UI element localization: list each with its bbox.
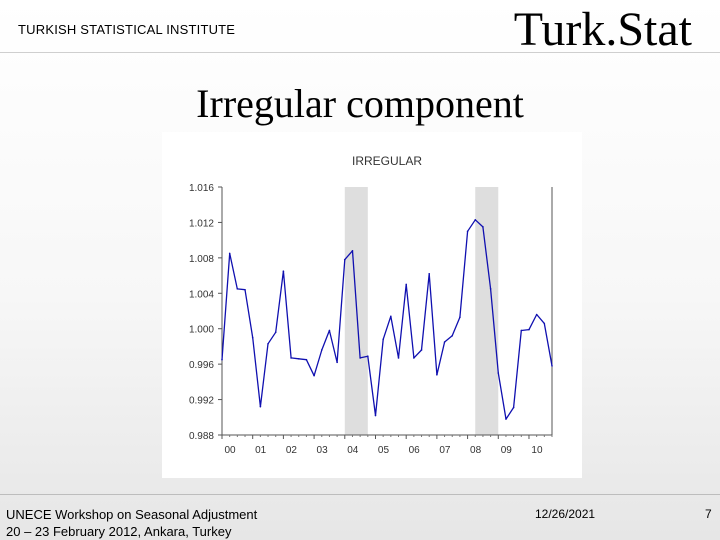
data-point [313,374,315,377]
data-point [328,329,331,332]
data-point [274,331,277,334]
y-tick-label: 1.016 [189,183,214,194]
x-tick-label: 10 [531,445,543,456]
data-point [320,349,323,351]
data-point [489,288,492,290]
data-point [520,329,523,332]
data-point [221,358,223,361]
y-tick-label: 1.004 [189,289,214,300]
irregular-chart: IRREGULAR 1.016 1.012 1.008 1.004 1.000 0.996… [162,132,582,478]
x-tick-label: 06 [409,445,421,456]
data-point [397,357,400,359]
data-point [382,338,384,341]
irregular-chart-svg: IRREGULAR 1.016 1.012 1.008 1.004 1.000 0.996… [189,154,553,456]
data-point [428,273,431,275]
data-point [251,336,254,339]
chart-title: IRREGULAR [352,154,422,168]
x-tick-label: 07 [439,445,451,456]
data-point [512,406,515,409]
x-tick-label: 08 [470,445,482,456]
y-tick-label: 1.000 [189,325,214,336]
data-point [351,249,354,252]
data-point [543,322,546,325]
x-tick-label: 02 [286,445,298,456]
data-point [282,270,285,272]
data-point [267,342,269,345]
turkstat-logo: Turk.Stat [513,3,692,56]
data-point [474,218,477,221]
series-layer [221,218,553,420]
data-point [528,328,530,331]
data-point [405,283,407,286]
data-point [236,288,239,290]
data-point [228,252,231,255]
data-point [259,405,262,408]
header-divider [0,52,720,53]
tick-labels-layer: 1.016 1.012 1.008 1.004 1.000 0.996 0.992 0.988… [189,183,543,456]
footer-event: UNECE Workshop on Seasonal Adjustment 20… [6,506,257,540]
footer-divider [0,494,720,495]
y-tick-label: 0.988 [189,431,214,442]
data-point [305,358,308,361]
data-point [535,313,538,316]
y-tick-label: 0.992 [189,396,214,407]
data-point [482,226,484,228]
footer-event-line1: UNECE Workshop on Seasonal Adjustment [6,507,258,522]
data-point [505,418,507,420]
y-tick-label: 1.008 [189,254,214,265]
data-point [551,365,553,367]
institute-name: TURKISH STATISTICAL INSTITUTE [18,22,236,37]
data-point [466,230,469,233]
data-point [343,258,346,261]
x-tick-label: 03 [317,445,329,456]
data-point [374,414,377,417]
slide-title: Irregular component [196,81,524,126]
data-point [390,315,392,318]
footer-event-line2: 20 – 23 February 2012, Ankara, Turkey [6,524,232,539]
data-point [459,316,461,318]
data-point [290,357,292,359]
data-point [297,358,300,360]
data-point [244,288,246,291]
y-tick-label: 0.996 [189,360,214,371]
data-point [443,341,446,343]
data-point [359,357,361,359]
data-point [336,361,338,364]
irregular-series-line [221,219,553,420]
footer-date: 12/26/2021 [535,507,596,521]
data-point [420,349,423,351]
y-tick-label: 1.012 [189,218,214,229]
data-point [497,372,500,374]
page-number: 7 [705,507,712,521]
x-tick-label: 05 [378,445,390,456]
data-point [413,357,415,359]
recession-band-2 [475,187,499,435]
recession-shading-layer [344,187,499,435]
x-tick-label: 00 [224,445,236,456]
axes-layer [218,186,553,439]
x-tick-label: 01 [255,445,267,456]
x-tick-label: 04 [347,445,359,456]
x-tick-label: 09 [501,445,513,456]
data-point [367,355,369,357]
data-point [436,373,438,376]
data-point [451,335,454,337]
